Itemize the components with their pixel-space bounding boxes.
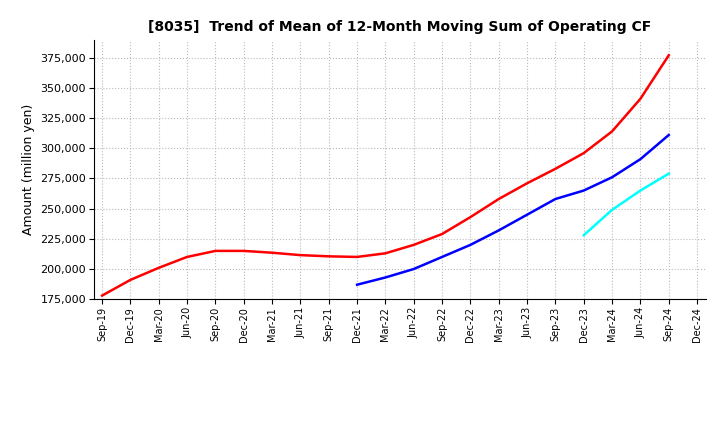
5 Years [551,196,559,202]
5 Years [466,242,474,248]
3 Years [381,251,390,256]
5 Years [665,132,673,138]
3 Years [126,277,135,282]
3 Years [211,248,220,253]
Title: [8035]  Trend of Mean of 12-Month Moving Sum of Operating CF: [8035] Trend of Mean of 12-Month Moving … [148,20,651,34]
3 Years [636,96,644,101]
3 Years [155,265,163,271]
5 Years [608,175,616,180]
Y-axis label: Amount (million yen): Amount (million yen) [22,104,35,235]
3 Years [296,253,305,258]
7 Years [665,171,673,176]
3 Years [325,254,333,259]
3 Years [268,250,276,255]
3 Years [665,53,673,58]
3 Years [495,196,503,202]
3 Years [580,150,588,156]
7 Years [636,188,644,193]
5 Years [523,212,531,217]
3 Years [353,254,361,260]
5 Years [353,282,361,287]
5 Years [410,266,418,271]
5 Years [636,157,644,162]
3 Years [183,254,192,260]
7 Years [608,207,616,213]
3 Years [466,214,474,220]
Line: 3 Years: 3 Years [102,55,669,296]
3 Years [551,166,559,172]
5 Years [495,228,503,233]
Line: 5 Years: 5 Years [357,135,669,285]
Line: 7 Years: 7 Years [584,174,669,235]
3 Years [240,248,248,253]
5 Years [580,188,588,193]
5 Years [438,254,446,260]
7 Years [580,233,588,238]
5 Years [381,275,390,280]
3 Years [98,293,107,298]
3 Years [608,129,616,134]
3 Years [523,181,531,186]
3 Years [410,242,418,248]
3 Years [438,231,446,237]
